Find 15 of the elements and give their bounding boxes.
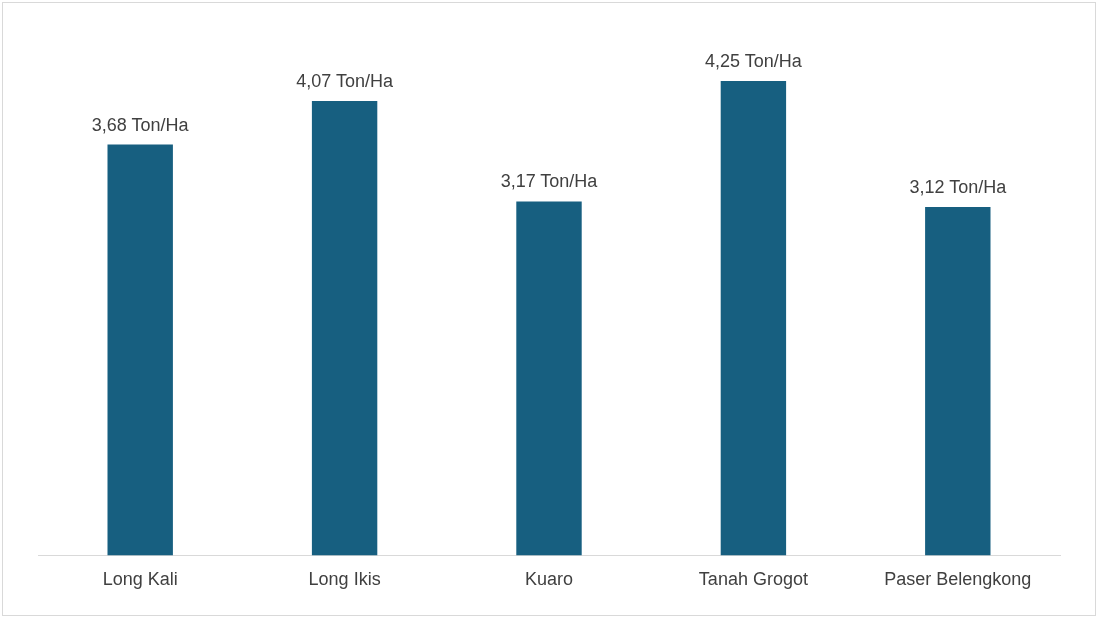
bar [925, 207, 991, 556]
bar [720, 80, 787, 556]
bar [107, 144, 173, 556]
data-label: 4,07 Ton/Ha [296, 70, 394, 91]
data-label: 4,25 Ton/Ha [705, 50, 803, 71]
x-tick-label: Kuaro [524, 569, 574, 590]
x-tick-label: Long Kali [102, 569, 178, 590]
bar [516, 201, 582, 556]
data-label: 3,17 Ton/Ha [500, 171, 599, 192]
data-label: 3,68 Ton/Ha [91, 114, 190, 135]
bar [311, 101, 378, 556]
x-tick-label: Paser Belengkong [884, 569, 1032, 590]
x-tick-label: Tanah Grogot [698, 569, 808, 590]
x-tick-label: Long Ikis [308, 569, 381, 590]
data-label: 3,12 Ton/Ha [909, 177, 1008, 198]
